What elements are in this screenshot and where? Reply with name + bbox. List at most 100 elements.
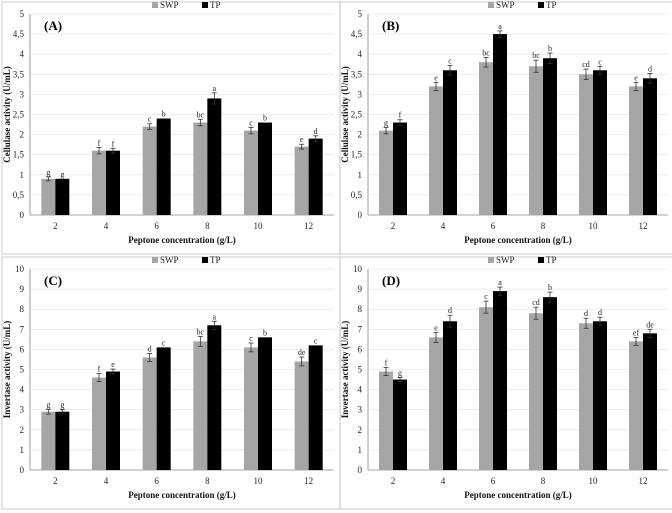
significance-letter: c (314, 336, 318, 345)
significance-letter: b (548, 283, 552, 292)
significance-letter: d (598, 308, 602, 317)
y-tick-label: 5 (358, 365, 363, 375)
legend-label-swp: SWP (496, 255, 515, 265)
x-tick-label: 2 (53, 476, 58, 486)
bar-swp (379, 371, 393, 470)
bar-swp (244, 130, 258, 215)
panel-frame (1, 1, 341, 255)
y-tick-label: 5 (358, 9, 363, 19)
legend-label-swp: SWP (160, 255, 179, 265)
bar-swp (92, 150, 106, 215)
bar-tp (258, 337, 272, 470)
x-tick-label: 2 (53, 221, 58, 231)
bar-swp (429, 337, 443, 470)
bar-tp (393, 379, 407, 470)
chart-panel-1: 0 0,5 1 1,5 2 2,5 3 3,5 4 4,5 5 2 g g 4 f f 6 c b 8 bc a 10 c b 12… (1, 0, 341, 255)
bar-swp (193, 122, 208, 215)
y-tick-label: 7 (20, 324, 25, 334)
legend-swatch-tp (538, 2, 544, 8)
y-tick-label: 4 (358, 49, 363, 59)
y-tick-label: 2 (358, 425, 363, 435)
bar-tp (493, 34, 507, 215)
significance-letter: a (213, 312, 217, 321)
significance-letter: e (300, 135, 304, 144)
bar-tp (258, 122, 272, 215)
panel-frame (1, 256, 341, 510)
y-tick-label: 1,5 (13, 150, 25, 160)
bar-tp (393, 122, 407, 215)
significance-letter: e (111, 360, 115, 369)
y-tick-label: 10 (353, 264, 363, 274)
significance-letter: bc (197, 327, 205, 336)
significance-letter: b (263, 328, 267, 337)
x-tick-label: 4 (441, 221, 446, 231)
y-tick-label: 0,5 (13, 190, 25, 200)
significance-letter: a (498, 278, 502, 287)
significance-letter: a (498, 22, 502, 31)
y-tick-label: 7 (358, 324, 363, 334)
significance-letter: f (98, 365, 101, 374)
significance-letter: ef (633, 328, 640, 337)
bar-swp (629, 86, 643, 215)
y-axis-title: Cellulase activity (U/mL) (340, 66, 350, 162)
significance-letter: c (148, 115, 152, 124)
bar-tp (156, 347, 171, 470)
significance-letter: d (148, 344, 152, 353)
bar-swp (579, 74, 593, 215)
bar-swp (379, 130, 393, 215)
significance-letter: bc (197, 110, 205, 119)
x-tick-label: 4 (104, 221, 109, 231)
y-tick-label: 3 (358, 89, 363, 99)
y-axis-title: Cellulase activity (U/mL) (2, 66, 12, 162)
bar-swp (193, 341, 208, 470)
bar-swp (629, 341, 643, 470)
bar-swp (429, 86, 443, 215)
x-tick-label: 6 (154, 476, 159, 486)
y-tick-label: 1 (358, 170, 363, 180)
y-tick-label: 8 (358, 304, 363, 314)
legend-swatch-swp (488, 257, 494, 263)
legend-label-swp: SWP (496, 0, 515, 10)
legend-swatch-tp (202, 257, 208, 263)
x-axis-title: Peptone concentration (g/L) (128, 235, 235, 245)
x-axis-title: Peptone concentration (g/L) (464, 490, 571, 500)
panel-frame (339, 256, 672, 510)
bar-tp (493, 291, 507, 470)
y-tick-label: 6 (20, 344, 25, 354)
legend-label-tp: TP (210, 0, 221, 10)
legend-label-tp: TP (210, 255, 221, 265)
bar-tp (207, 98, 222, 215)
x-tick-label: 4 (104, 476, 109, 486)
bar-tp (543, 58, 557, 215)
significance-letter: c (598, 57, 602, 66)
y-tick-label: 2 (20, 130, 25, 140)
bar-tp (443, 70, 457, 215)
bar-swp (529, 313, 543, 470)
significance-letter: g (398, 369, 402, 378)
x-tick-label: 10 (254, 221, 264, 231)
significance-letter: c (249, 334, 253, 343)
bar-tp (207, 325, 222, 470)
y-axis-title: Invertase activity (U/mL) (340, 321, 350, 418)
y-tick-label: 4,5 (351, 29, 363, 39)
y-tick-label: 0,5 (351, 190, 363, 200)
bar-swp (41, 178, 56, 215)
bar-tp (543, 297, 557, 470)
legend-label-tp: TP (546, 0, 557, 10)
bar-tp (156, 118, 171, 215)
y-tick-label: 3 (358, 405, 363, 415)
significance-letter: d (584, 309, 588, 318)
x-tick-label: 4 (441, 476, 446, 486)
y-tick-label: 1 (20, 170, 25, 180)
x-tick-label: 12 (639, 221, 648, 231)
y-tick-label: 9 (20, 284, 25, 294)
significance-letter: g (60, 401, 64, 410)
bar-swp (479, 307, 493, 470)
y-tick-label: 4 (358, 385, 363, 395)
y-tick-label: 2,5 (351, 110, 363, 120)
significance-letter: e (634, 73, 638, 82)
significance-letter: bc (482, 48, 490, 57)
y-tick-label: 0 (358, 210, 363, 220)
x-tick-label: 8 (205, 476, 210, 486)
